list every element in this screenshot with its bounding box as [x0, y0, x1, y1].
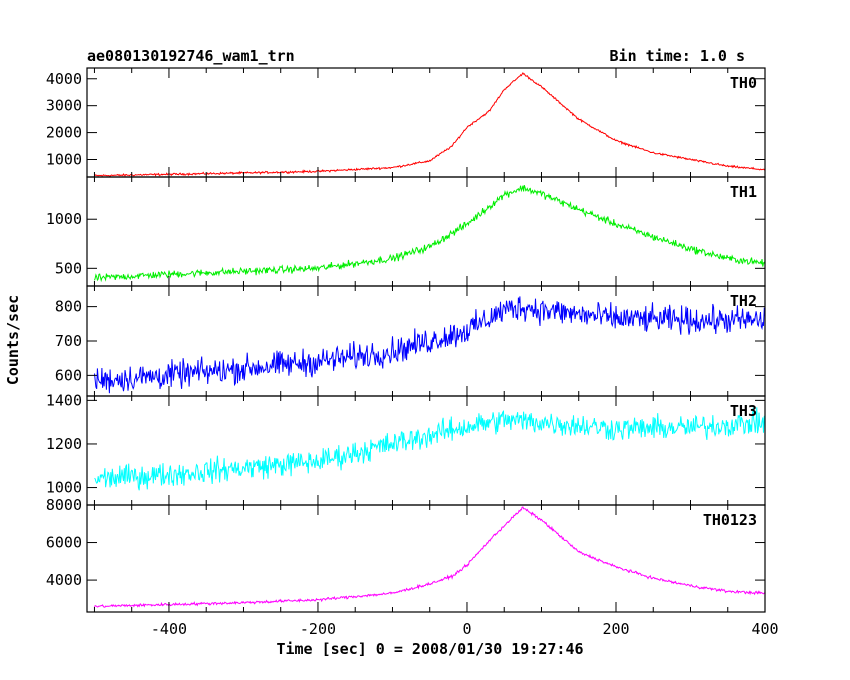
- panel-label-th1: TH1: [730, 183, 757, 201]
- series-line-th3: [94, 407, 765, 491]
- y-tick-label: 8000: [46, 496, 82, 514]
- y-tick-label: 4000: [46, 571, 82, 589]
- panel-label-th0: TH0: [730, 74, 757, 92]
- panel-frame-th1: [86, 176, 766, 287]
- x-tick-label: 200: [602, 620, 629, 638]
- bin-time-label: Bin time: 1.0 s: [610, 47, 745, 65]
- series-line-th0: [94, 72, 765, 177]
- y-tick-label: 6000: [46, 534, 82, 552]
- panel-frame-th0123: [86, 504, 766, 613]
- x-tick-label: 0: [462, 620, 471, 638]
- panel-label-th0123: TH0123: [703, 511, 757, 529]
- series-line-th0123: [94, 506, 765, 608]
- y-tick-label: 1000: [46, 479, 82, 497]
- y-tick-label: 1400: [46, 391, 82, 409]
- y-tick-label: 1000: [46, 210, 82, 228]
- y-tick-label: 2000: [46, 124, 82, 142]
- y-tick-label: 3000: [46, 97, 82, 115]
- x-tick-label: -400: [151, 620, 187, 638]
- x-axis-label: Time [sec] 0 = 2008/01/30 19:27:46: [276, 640, 583, 658]
- y-tick-label: 1200: [46, 435, 82, 453]
- x-tick-label: 400: [751, 620, 778, 638]
- chart-title: ae080130192746_wam1_trn: [87, 47, 295, 65]
- panel-label-th2: TH2: [730, 292, 757, 310]
- series-line-th1: [94, 185, 765, 283]
- y-tick-label: 600: [55, 366, 82, 384]
- y-tick-label: 4000: [46, 70, 82, 88]
- y-tick-label: 500: [55, 259, 82, 277]
- x-tick-label: -200: [300, 620, 336, 638]
- y-tick-label: 800: [55, 298, 82, 316]
- y-axis-label: Counts/sec: [4, 295, 22, 385]
- y-tick-label: 700: [55, 332, 82, 350]
- panel-frame-th3: [86, 395, 766, 506]
- y-tick-label: 1000: [46, 151, 82, 169]
- panel-label-th3: TH3: [730, 402, 757, 420]
- series-line-th2: [94, 296, 765, 394]
